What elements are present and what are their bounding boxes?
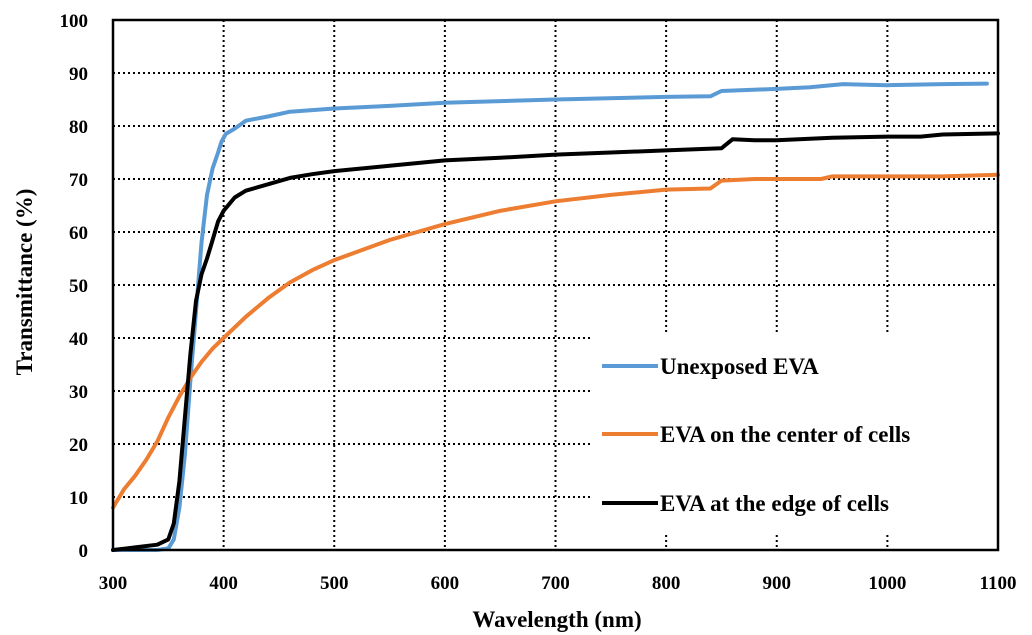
- x-tick-label: 1000: [868, 573, 906, 594]
- y-axis-ticks: 0 10 20 30 40 50 60 70 80 90 100: [60, 11, 89, 562]
- x-tick-label: 300: [99, 573, 128, 594]
- plot-area-frame: [111, 18, 1000, 552]
- x-axis-title: Wavelength (nm): [472, 607, 641, 632]
- x-tick-label: 800: [652, 573, 681, 594]
- x-tick-label: 700: [541, 573, 570, 594]
- series-line-3: [111, 131, 1000, 552]
- y-tick-label: 0: [79, 541, 89, 562]
- series-line-1: [111, 81, 989, 552]
- legend-label: Unexposed EVA: [660, 354, 819, 379]
- y-tick-label: 10: [69, 488, 88, 509]
- y-tick-label: 90: [69, 64, 88, 85]
- x-tick-label: 500: [320, 573, 349, 594]
- y-tick-label: 40: [69, 329, 88, 350]
- y-tick-label: 60: [69, 223, 88, 244]
- y-tick-label: 30: [69, 382, 88, 403]
- x-tick-label: 1100: [980, 573, 1017, 594]
- y-tick-label: 70: [69, 170, 88, 191]
- legend-label: EVA at the edge of cells: [660, 491, 889, 516]
- x-tick-label: 400: [209, 573, 238, 594]
- y-tick-label: 50: [69, 276, 88, 297]
- legend-box: [592, 334, 995, 534]
- series-line-2: [111, 172, 1000, 510]
- y-tick-label: 100: [60, 11, 89, 32]
- x-axis-ticks: 300 400 500 600 700 800 900 1000 1100: [99, 573, 1017, 594]
- legend: Unexposed EVA EVA on the center of cells E…: [592, 334, 995, 534]
- y-tick-label: 80: [69, 117, 88, 138]
- x-tick-label: 600: [431, 573, 460, 594]
- legend-label: EVA on the center of cells: [660, 422, 910, 447]
- y-axis-title: Transmittance (%): [12, 189, 37, 376]
- series-lines: [111, 81, 1000, 552]
- y-tick-label: 20: [69, 435, 88, 456]
- x-tick-label: 900: [763, 573, 792, 594]
